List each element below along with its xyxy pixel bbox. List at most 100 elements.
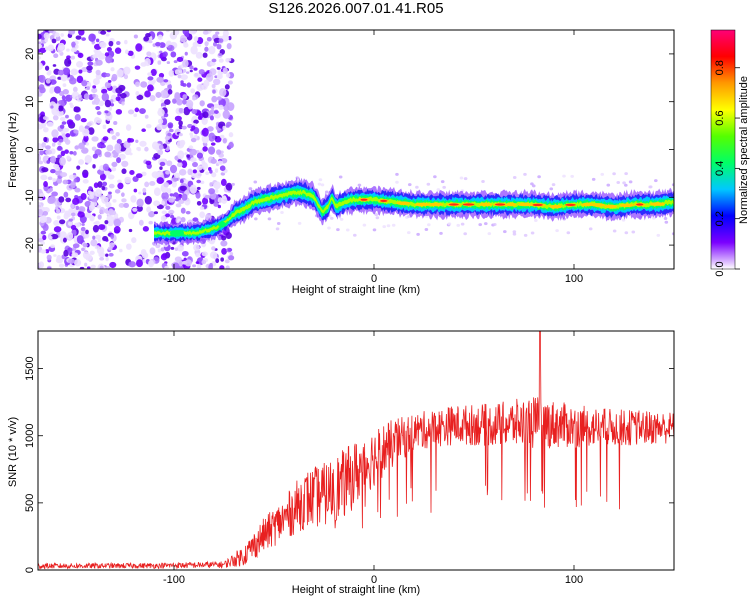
speckle xyxy=(97,181,103,188)
speckle xyxy=(141,128,146,133)
speckle xyxy=(81,147,89,154)
speckle xyxy=(184,152,188,156)
speckle xyxy=(144,181,150,188)
speckle xyxy=(64,210,70,216)
speckle xyxy=(92,164,96,169)
track-hotspot xyxy=(518,202,533,207)
speckle xyxy=(92,54,97,59)
speckle xyxy=(138,219,144,226)
speckle xyxy=(73,259,82,267)
speckle xyxy=(48,30,54,34)
speckle xyxy=(192,217,199,222)
speckle xyxy=(50,244,56,249)
speckle xyxy=(338,175,343,179)
speckle xyxy=(196,165,203,171)
track-hotspot-peak xyxy=(636,203,644,206)
speckle xyxy=(192,264,197,268)
speckle xyxy=(132,207,138,212)
speckle xyxy=(386,224,391,228)
speckle xyxy=(81,222,85,226)
speckle xyxy=(80,192,87,201)
speckle xyxy=(39,197,43,201)
speckle xyxy=(217,160,224,165)
speckle xyxy=(91,136,99,142)
speckle xyxy=(177,159,183,163)
speckle xyxy=(136,94,144,101)
speckle xyxy=(147,76,154,81)
speckle xyxy=(167,89,173,95)
speckle xyxy=(144,146,149,152)
speckle xyxy=(178,120,183,127)
speckle xyxy=(49,88,54,94)
speckle xyxy=(93,97,101,105)
speckle xyxy=(193,244,200,251)
colorbar-label: Normalized spectral amplitude xyxy=(738,76,750,224)
speckle xyxy=(189,30,193,34)
speckle xyxy=(61,95,66,100)
speckle xyxy=(47,266,52,269)
speckle xyxy=(178,107,183,113)
speckle xyxy=(115,109,123,115)
speckle xyxy=(148,210,155,218)
speckle xyxy=(162,196,166,199)
speckle xyxy=(117,182,124,190)
speckle xyxy=(43,181,48,188)
track-hotspot xyxy=(581,202,595,207)
speckle xyxy=(123,202,130,208)
speckle xyxy=(157,34,163,40)
speckle xyxy=(99,256,105,261)
track-hotspot xyxy=(428,202,444,207)
speckle xyxy=(433,175,437,179)
speckle xyxy=(157,149,164,156)
speckle xyxy=(88,127,95,135)
speckle xyxy=(69,77,77,85)
speckle xyxy=(99,41,107,49)
speckle xyxy=(40,230,47,235)
speckle xyxy=(228,255,235,261)
speckle xyxy=(46,71,52,76)
colorbar-tick-label: 0.8 xyxy=(714,60,726,75)
speckle xyxy=(101,144,106,149)
speckle xyxy=(43,136,48,143)
speckle xyxy=(156,177,164,185)
speckle xyxy=(69,151,74,155)
track-hotspot-peak xyxy=(448,203,459,206)
speckle xyxy=(85,142,90,146)
speckle xyxy=(566,231,571,235)
speckle xyxy=(92,153,99,159)
speckle xyxy=(211,95,218,103)
speckle xyxy=(116,41,121,46)
speckle xyxy=(416,232,420,236)
y-tick-label: 500 xyxy=(24,494,36,512)
speckle xyxy=(64,139,71,145)
speckle xyxy=(133,34,138,39)
track-blob xyxy=(170,230,178,237)
speckle xyxy=(153,200,161,207)
speckle xyxy=(78,159,85,165)
speckle xyxy=(606,183,611,187)
speckle xyxy=(185,210,191,215)
speckle xyxy=(193,72,201,78)
speckle xyxy=(115,96,121,102)
speckle xyxy=(92,224,100,233)
speckle xyxy=(110,234,115,239)
track-band xyxy=(154,188,674,238)
speckle xyxy=(109,242,115,248)
speckle xyxy=(201,116,208,125)
speckle xyxy=(64,58,72,67)
speckle xyxy=(68,208,74,214)
spectrogram-x-ticks: -100 0 100 xyxy=(163,30,583,285)
snr-series-line xyxy=(38,331,674,570)
speckle xyxy=(52,178,57,183)
speckle xyxy=(210,158,217,164)
speckle xyxy=(148,260,154,268)
speckle xyxy=(157,60,162,65)
x-tick-label: -100 xyxy=(163,574,185,586)
colorbar-gradient xyxy=(710,29,736,270)
speckle xyxy=(196,186,201,190)
speckle xyxy=(205,213,212,222)
speckle xyxy=(105,54,113,64)
speckle xyxy=(214,168,219,173)
track-hotspot xyxy=(591,203,606,207)
speckle xyxy=(139,140,147,147)
